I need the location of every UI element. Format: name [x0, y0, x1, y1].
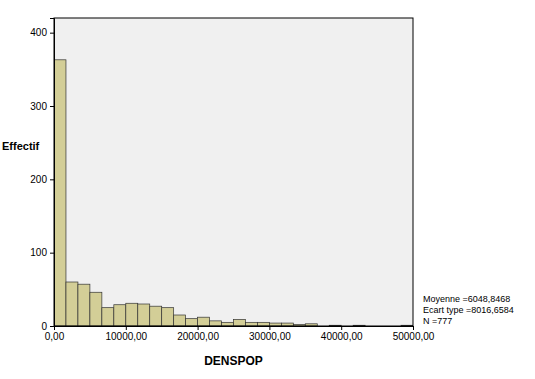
x-tick: 30000,00	[249, 326, 291, 342]
bar	[222, 322, 234, 326]
y-tick: 400	[30, 27, 54, 38]
bar	[257, 322, 269, 326]
y-tick: 200	[30, 174, 54, 185]
y-tick-label: 100	[30, 247, 47, 258]
x-tick-label: 0,00	[45, 331, 65, 342]
y-tick-label: 0	[41, 321, 47, 332]
y-tick-mark	[50, 106, 54, 107]
bar	[174, 315, 186, 326]
x-axis: 0,00 10000,00 20000,00 30000,00 40000,00 5000…	[45, 326, 435, 342]
y-axis-line	[50, 19, 55, 327]
bar	[126, 303, 138, 326]
annotation: Ecart type =8016,6584	[423, 305, 514, 315]
bar	[90, 292, 102, 326]
x-tick-mark	[269, 326, 270, 330]
plot: 0,00 10000,00 20000,00 30000,00 40000,00 5000…	[30, 18, 434, 342]
y-tick-label: 200	[30, 174, 47, 185]
bar	[66, 282, 78, 326]
plot-frame	[54, 18, 413, 326]
y-axis: 0 100 200 300 400	[30, 19, 54, 332]
x-tick-mark	[413, 326, 414, 330]
x-tick-label: 20000,00	[177, 331, 219, 342]
bar	[234, 319, 246, 326]
x-tick-label: 50000,00	[393, 331, 435, 342]
y-tick-label: 400	[30, 27, 47, 38]
bar	[54, 60, 66, 326]
bar	[186, 319, 198, 326]
x-axis-line	[55, 327, 414, 331]
x-tick-mark	[341, 326, 342, 330]
bar	[78, 284, 90, 326]
bar	[198, 317, 210, 326]
x-tick: 40000,00	[321, 326, 363, 342]
bar	[210, 321, 222, 326]
bar	[150, 306, 162, 326]
chart: 0,00 10000,00 20000,00 30000,00 40000,00 5000…	[0, 0, 535, 379]
plot-background	[54, 18, 413, 326]
x-tick: 20000,00	[177, 326, 219, 342]
x-tick: 50000,00	[393, 326, 435, 342]
y-tick: 100	[30, 247, 54, 258]
bar	[245, 322, 257, 326]
bar	[102, 308, 114, 326]
bar	[138, 304, 150, 326]
annotation: Moyenne =6048,8468	[423, 294, 510, 304]
statistics: Moyenne =6048,8468Ecart type =8016,6584N…	[423, 294, 514, 326]
x-tick: 0,00	[45, 326, 65, 342]
bar	[162, 308, 174, 326]
x-tick-mark	[126, 326, 127, 330]
y-tick-mark	[50, 179, 54, 180]
bar	[114, 305, 126, 326]
y-tick: 0	[41, 321, 54, 332]
annotation: N =777	[423, 316, 452, 326]
x-tick-label: 30000,00	[249, 331, 291, 342]
y-tick-mark	[50, 253, 54, 254]
y-tick-label: 300	[30, 101, 47, 112]
y-tick-mark	[50, 326, 54, 327]
x-axis-title: DENSPOP	[204, 354, 263, 368]
x-tick-label: 10000,00	[105, 331, 147, 342]
x-tick: 10000,00	[105, 326, 147, 342]
bars	[54, 60, 413, 326]
x-tick-mark	[198, 326, 199, 330]
y-tick-mark	[50, 33, 54, 34]
y-tick: 300	[30, 101, 54, 112]
x-tick-label: 40000,00	[321, 331, 363, 342]
y-axis-title: Effectif	[2, 140, 40, 152]
